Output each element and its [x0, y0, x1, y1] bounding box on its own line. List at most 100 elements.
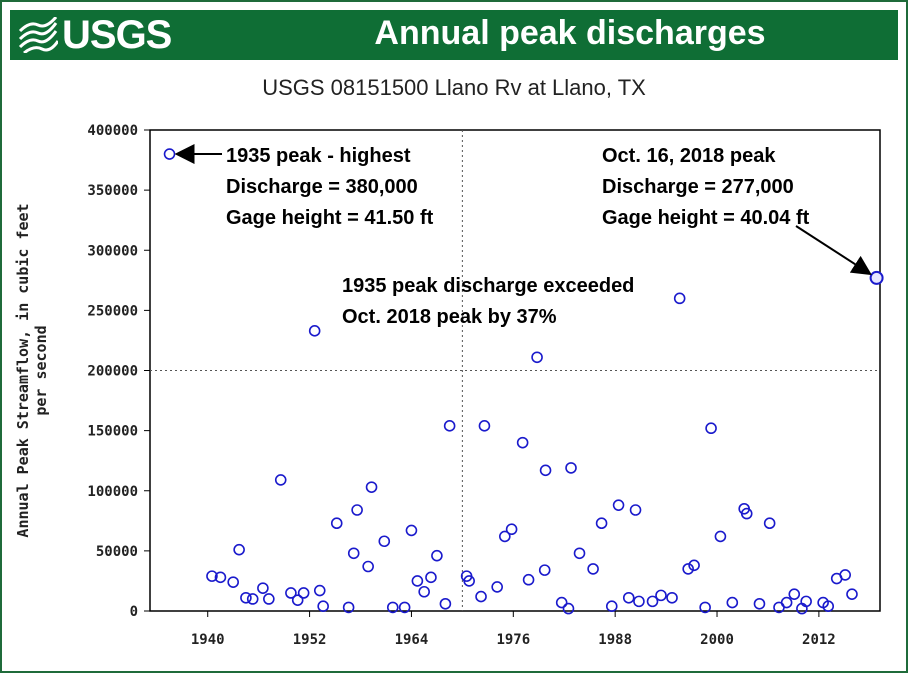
data-point	[869, 270, 884, 285]
data-point	[822, 600, 835, 612]
data-point	[646, 595, 659, 608]
data-point	[308, 325, 321, 337]
data-point	[163, 148, 176, 160]
data-point	[800, 595, 812, 608]
data-point	[699, 601, 711, 614]
y-tick-label: 250000	[87, 303, 138, 319]
data-point	[562, 602, 575, 615]
data-point	[297, 587, 310, 599]
y-axis-label: Annual Peak Streamflow, in cubic feetper…	[14, 203, 50, 537]
data-point	[246, 593, 259, 605]
x-tick-label: 1940	[191, 632, 225, 648]
header-banner: USGS Annual peak discharges	[10, 10, 898, 60]
data-point	[351, 504, 363, 516]
annotation-line: 1935 peak discharge exceeded	[342, 275, 634, 297]
usgs-logo: USGS	[18, 13, 172, 57]
y-tick-label: 400000	[87, 123, 138, 139]
data-point	[516, 436, 529, 449]
annotation-line: Discharge = 277,000	[602, 176, 794, 198]
usgs-wave-icon	[18, 17, 58, 53]
annotations: 1935 peak - highest Discharge = 380,000 Ga…	[226, 145, 810, 328]
data-point	[846, 588, 858, 600]
data-point	[612, 499, 625, 511]
chart-title: USGS 08151500 Llano Rv at Llano, TX	[262, 75, 646, 100]
y-tick-label: 100000	[87, 484, 138, 500]
data-point	[317, 600, 329, 612]
data-point	[365, 481, 378, 493]
y-tick-label: 150000	[87, 424, 138, 440]
y-axis-ticks: 0 50000 100000 150000 200000 250000 300000 3500…	[87, 123, 150, 620]
data-point	[418, 585, 430, 598]
y-tick-label: 350000	[87, 183, 138, 199]
data-point	[263, 593, 275, 605]
data-point	[233, 543, 245, 556]
y-axis-label-line: per second	[32, 325, 50, 415]
data-point	[531, 351, 543, 364]
data-point	[291, 594, 304, 606]
data-points	[163, 148, 884, 615]
data-point	[362, 560, 374, 573]
y-tick-label: 200000	[87, 364, 138, 380]
x-tick-label: 2000	[700, 632, 734, 648]
data-point	[538, 564, 551, 576]
data-point	[491, 581, 503, 593]
data-point	[505, 523, 518, 536]
data-point	[285, 587, 297, 599]
x-tick-label: 2012	[802, 632, 836, 648]
data-point	[688, 559, 700, 572]
x-tick-label: 1964	[395, 632, 429, 648]
arrow-2018	[795, 225, 872, 276]
data-point	[753, 597, 766, 610]
data-point	[425, 571, 437, 584]
data-point	[539, 464, 552, 477]
data-point	[714, 530, 727, 543]
data-point	[605, 600, 618, 612]
y-tick-label: 300000	[87, 243, 138, 259]
data-point	[839, 569, 851, 581]
data-point	[622, 591, 635, 604]
annotation-line: Gage height = 41.50 ft	[226, 207, 434, 229]
data-point	[439, 597, 452, 610]
annotation-text: Oct. 16, 2018 peak Discharge = 277,000 Gag…	[602, 145, 810, 229]
x-tick-label: 1988	[598, 632, 632, 648]
logo-text: USGS	[62, 12, 172, 57]
data-point	[386, 601, 399, 614]
data-point	[330, 517, 343, 530]
data-point	[499, 530, 511, 543]
data-point	[313, 584, 326, 597]
data-point	[573, 547, 586, 560]
annotation-line: Oct. 16, 2018 peak	[602, 145, 776, 167]
data-point	[666, 591, 678, 604]
data-point	[740, 507, 753, 520]
data-point	[565, 462, 577, 474]
data-point	[443, 420, 456, 432]
banner-title: Annual peak discharges	[374, 14, 766, 52]
annotation-text: 1935 peak discharge exceeded Oct. 2018 pe…	[342, 275, 634, 328]
annotation-text: 1935 peak - highest Discharge = 380,000 Ga…	[226, 145, 434, 229]
data-point	[682, 563, 694, 575]
y-tick-label: 50000	[96, 544, 138, 560]
data-point	[405, 524, 418, 537]
data-point	[398, 601, 411, 614]
data-point	[227, 576, 239, 588]
data-point	[342, 601, 355, 614]
annotation-line: Oct. 2018 peak by 37%	[342, 306, 557, 328]
data-point	[655, 589, 667, 602]
data-point	[475, 590, 487, 603]
annotation-line: Gage height = 40.04 ft	[602, 207, 810, 229]
annotation-line: Discharge = 380,000	[226, 176, 418, 198]
data-point	[463, 575, 475, 587]
data-point	[214, 571, 227, 584]
data-point	[206, 570, 218, 582]
data-point	[788, 588, 801, 600]
data-point	[555, 596, 568, 609]
data-point	[240, 591, 252, 604]
data-point	[780, 596, 793, 609]
data-point	[633, 595, 645, 608]
x-axis-ticks: 1940 1952 1964 1976 1988 2000 2012	[191, 611, 836, 648]
data-point	[274, 474, 287, 486]
data-point	[587, 563, 599, 575]
gridlines	[150, 130, 880, 611]
